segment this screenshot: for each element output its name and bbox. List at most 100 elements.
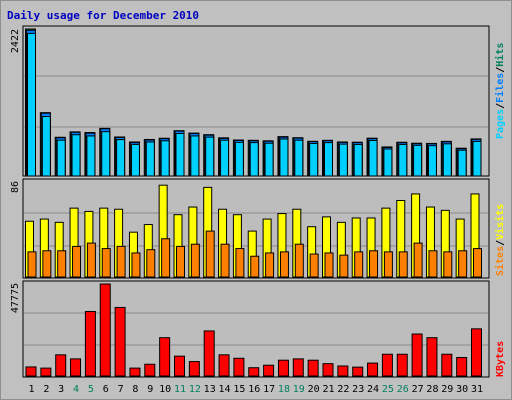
pages-bar (279, 138, 289, 177)
pages-bar (41, 116, 51, 177)
pages-bar (130, 143, 140, 177)
pages-bar (427, 145, 437, 177)
pages-bar (116, 139, 126, 177)
x-tick-label: 2 (43, 384, 49, 395)
x-tick-label: 10 (159, 384, 171, 395)
pages-bar (383, 148, 393, 177)
sites-bar (72, 245, 82, 278)
x-tick-label: 13 (204, 384, 216, 395)
x-tick-label: 12 (189, 384, 201, 395)
kbytes-bar (99, 283, 111, 377)
x-tick-label: 6 (103, 384, 109, 395)
sites-bar (131, 252, 141, 278)
sites-bar (190, 243, 200, 278)
x-tick-label: 20 (308, 384, 320, 395)
x-tick-label: 7 (118, 384, 124, 395)
kbytes-bar (367, 362, 379, 377)
x-tick-label: 28 (426, 384, 438, 395)
pages-bar (324, 142, 333, 177)
legend-sites: Sites (494, 246, 506, 276)
pages-bar (205, 136, 215, 177)
kbytes-bar (144, 363, 156, 377)
x-tick-label: 27 (412, 384, 424, 395)
sites-bar (235, 248, 245, 278)
x-tick-label: 18 (278, 384, 290, 395)
sites-bar (205, 230, 215, 278)
kbytes-bar (263, 364, 275, 377)
x-tick-label: 24 (367, 384, 379, 395)
kbytes-bar (307, 359, 319, 377)
chart-marks: 1 2 3 4 5 6 7 8 9 10 11 12 13 14 15 16 17 18 19 20 21 22 23 24 2… (25, 28, 483, 395)
kbytes-bar (159, 337, 171, 377)
pages-bar (56, 139, 66, 177)
kbytes-bar (411, 333, 423, 377)
pages-bar (160, 140, 170, 177)
sites-bar (101, 248, 111, 278)
kbytes-bar (25, 366, 37, 377)
kbytes-bar (292, 358, 304, 377)
sites-bar (294, 243, 304, 278)
sites-bar (354, 251, 364, 278)
legend-slash: / (495, 240, 506, 246)
pages-bar (368, 139, 378, 177)
hits-legend: Pages/Files/Hits (494, 43, 506, 139)
kbytes-bar (456, 357, 468, 377)
pages-bar (309, 143, 319, 177)
kbytes-bar (233, 357, 245, 377)
legend-kbytes: KBytes (495, 341, 506, 377)
visits-legend: Sites/Visits (494, 204, 506, 276)
x-tick-label: 1 (28, 384, 34, 395)
kbytes-legend: KBytes (495, 341, 506, 377)
chart-title: Daily usage for December 2010 (7, 9, 200, 22)
sites-bar (176, 245, 185, 278)
sites-bar (57, 250, 67, 278)
sites-bar (161, 238, 171, 278)
x-tick-label: 14 (219, 384, 231, 395)
sites-bar (250, 255, 260, 278)
pages-bar (472, 140, 482, 177)
visits-ytick-label: 86 (10, 181, 21, 193)
pages-bar (294, 139, 304, 177)
x-tick-label: 8 (132, 384, 138, 395)
x-tick-label: 11 (174, 384, 186, 395)
kbytes-bar (174, 355, 185, 377)
kbytes-bar (337, 365, 349, 377)
sites-bar (309, 253, 319, 278)
x-tick-label: 21 (322, 384, 334, 395)
kbytes-bar (352, 366, 364, 377)
pages-bar (175, 133, 185, 177)
sites-bar (458, 250, 468, 278)
x-tick-label: 29 (441, 384, 453, 395)
pages-bar (353, 143, 363, 177)
x-tick-label: 9 (147, 384, 153, 395)
legend-visits: Visits (494, 204, 506, 240)
pages-bar (27, 32, 36, 177)
x-tick-label: 30 (456, 384, 468, 395)
kbytes-bar (70, 358, 82, 377)
pages-bar (457, 149, 467, 177)
kbytes-bar (471, 328, 482, 377)
pages-bar (145, 141, 155, 177)
sites-bar (146, 249, 156, 278)
kbytes-bar (188, 361, 200, 377)
x-tick-label: 23 (352, 384, 364, 395)
sites-bar (443, 251, 453, 278)
sites-bar (369, 250, 379, 278)
sites-bar (428, 250, 438, 278)
kbytes-bar (277, 359, 289, 377)
x-tick-label: 31 (471, 384, 483, 395)
pages-bar (264, 142, 274, 177)
sites-bar (220, 243, 230, 278)
kbytes-bar (396, 353, 408, 377)
kbytes-bar (84, 310, 96, 377)
kbytes-bar (381, 353, 393, 377)
pages-bar (190, 135, 200, 177)
kbytes-bar (203, 330, 215, 377)
kbytes-ytick-label: 47775 (10, 283, 21, 313)
kbytes-bar (129, 367, 141, 377)
pages-bar (398, 143, 408, 177)
sites-bar (324, 252, 334, 278)
x-tick-label: 15 (233, 384, 245, 395)
pages-bar (220, 139, 230, 177)
pages-bar (442, 143, 452, 177)
